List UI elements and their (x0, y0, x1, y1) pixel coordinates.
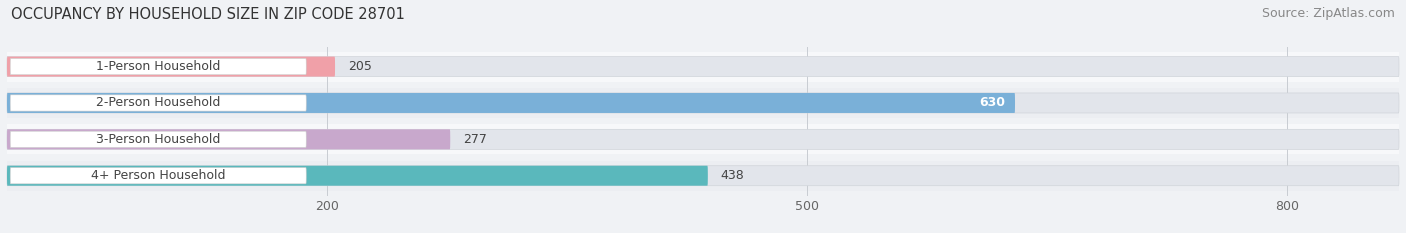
Text: 2-Person Household: 2-Person Household (96, 96, 221, 110)
Text: 630: 630 (980, 96, 1005, 110)
Text: 438: 438 (721, 169, 744, 182)
FancyBboxPatch shape (7, 93, 1015, 113)
Text: 3-Person Household: 3-Person Household (96, 133, 221, 146)
FancyBboxPatch shape (10, 131, 307, 147)
Bar (7, 52, 1399, 82)
Bar (7, 161, 1399, 191)
FancyBboxPatch shape (7, 93, 1399, 113)
Text: 205: 205 (347, 60, 371, 73)
FancyBboxPatch shape (7, 57, 1399, 77)
FancyBboxPatch shape (10, 95, 307, 111)
FancyBboxPatch shape (7, 129, 450, 149)
FancyBboxPatch shape (10, 168, 307, 184)
Text: 1-Person Household: 1-Person Household (96, 60, 221, 73)
Text: 4+ Person Household: 4+ Person Household (91, 169, 225, 182)
Bar (7, 124, 1399, 154)
FancyBboxPatch shape (7, 129, 1399, 149)
Text: OCCUPANCY BY HOUSEHOLD SIZE IN ZIP CODE 28701: OCCUPANCY BY HOUSEHOLD SIZE IN ZIP CODE … (11, 7, 405, 22)
FancyBboxPatch shape (7, 166, 707, 186)
FancyBboxPatch shape (7, 166, 1399, 186)
Text: 277: 277 (463, 133, 486, 146)
Bar (7, 88, 1399, 118)
FancyBboxPatch shape (10, 58, 307, 75)
Text: Source: ZipAtlas.com: Source: ZipAtlas.com (1261, 7, 1395, 20)
FancyBboxPatch shape (7, 57, 335, 77)
